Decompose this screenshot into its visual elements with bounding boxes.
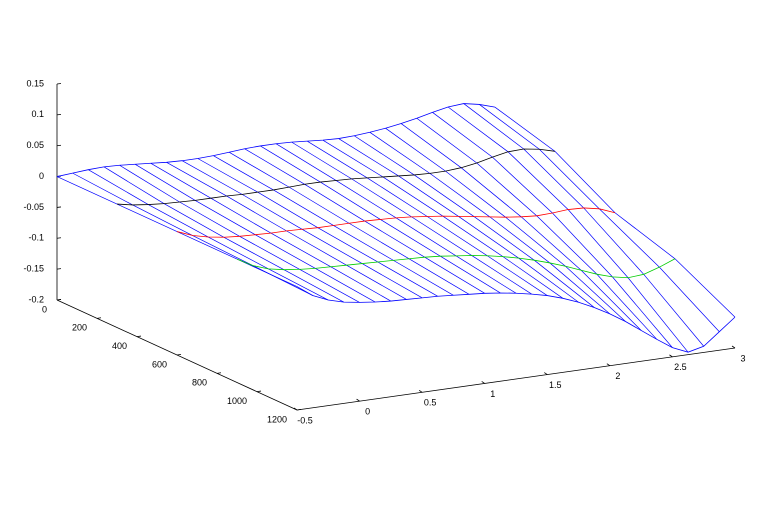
x-tick — [544, 372, 548, 375]
mesh-line — [416, 117, 658, 340]
x-tick-label: 2.5 — [674, 362, 687, 372]
z-tick — [56, 144, 62, 147]
x-tick-label: -0.5 — [297, 415, 313, 425]
mesh-line — [307, 140, 548, 296]
x-tick-label: 0 — [365, 407, 370, 417]
z-tick-label: 0.15 — [26, 78, 44, 88]
y-tick-label: 1200 — [267, 414, 287, 424]
z-tick-label: -0.2 — [28, 294, 44, 304]
mesh-line — [385, 127, 626, 322]
y-tick-label: 400 — [112, 341, 127, 351]
y-tick — [56, 299, 62, 301]
y-tick — [176, 354, 182, 356]
mesh-line — [400, 123, 642, 331]
mesh-line — [463, 103, 704, 347]
z-tick — [56, 237, 62, 239]
x-tick-label: 1.5 — [549, 380, 562, 390]
mesh-curve — [236, 255, 676, 279]
mesh-curve — [296, 286, 736, 353]
y-tick-label: 0 — [42, 304, 47, 314]
z-tick-label: -0.05 — [23, 202, 44, 212]
z-tick — [56, 113, 62, 116]
mesh-line — [494, 106, 736, 318]
mesh-line — [103, 166, 345, 303]
mesh-line — [135, 163, 376, 303]
z-tick — [56, 206, 62, 208]
x-tick-label: 2 — [615, 371, 620, 381]
z-tick-label: 0.1 — [31, 109, 44, 119]
x-tick — [669, 354, 673, 358]
x-tick — [606, 363, 611, 367]
mesh-line — [150, 162, 392, 302]
x-tick-label: 3 — [740, 353, 745, 363]
x-tick — [731, 345, 736, 349]
y-tick — [96, 317, 102, 319]
z-tick — [56, 83, 62, 85]
mesh-curve — [176, 207, 616, 238]
mesh-curve — [116, 148, 556, 206]
y-tick — [216, 372, 222, 374]
y-tick-label: 800 — [192, 378, 207, 388]
x-tick-label: 0.5 — [424, 398, 437, 408]
y-tick — [136, 335, 142, 338]
z-tick-label: -0.15 — [23, 264, 44, 274]
y-tick — [256, 390, 262, 393]
x-tick — [418, 389, 423, 393]
z-tick — [56, 268, 62, 270]
x-tick-label: 1 — [490, 389, 495, 399]
z-tick-label: 0 — [39, 171, 44, 181]
x-axis — [296, 347, 736, 411]
mesh-curve — [56, 103, 496, 177]
mesh-line — [119, 164, 360, 303]
x-tick — [293, 407, 298, 411]
z-tick-label: 0.05 — [26, 140, 44, 150]
x-tick — [481, 381, 485, 384]
y-tick-label: 600 — [152, 359, 167, 369]
mesh-line — [432, 112, 673, 348]
y-tick-label: 200 — [72, 323, 87, 333]
y-tick-label: 1000 — [227, 396, 247, 406]
mesh-line — [322, 139, 564, 299]
z-tick-label: -0.1 — [28, 233, 44, 243]
x-tick — [356, 398, 360, 402]
